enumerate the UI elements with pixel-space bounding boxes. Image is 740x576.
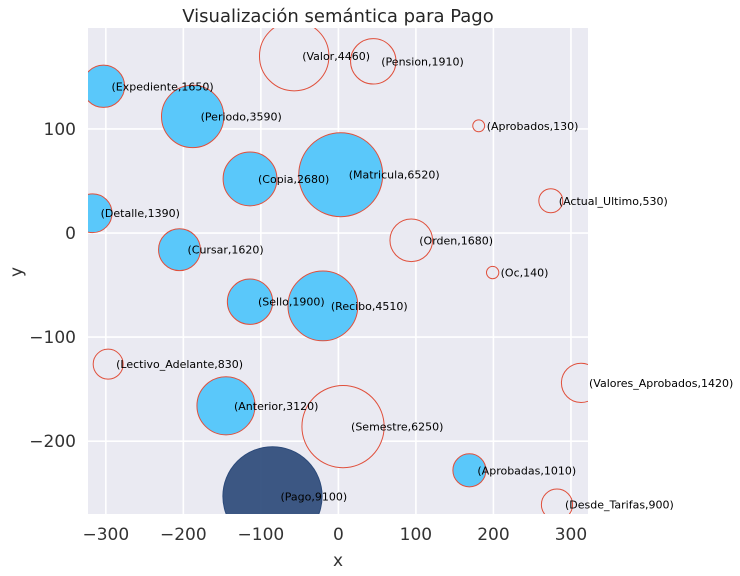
x-tick-label: 300 <box>555 525 587 545</box>
y-tick-label: 100 <box>44 120 76 140</box>
bubble-marker <box>196 376 256 436</box>
bubble-marker <box>158 228 201 272</box>
bubble-marker <box>540 488 574 514</box>
bubble-label: (Orden,1680) <box>419 234 493 247</box>
bubble-label: (Expediente,1650) <box>112 80 214 93</box>
bubble-marker <box>298 132 384 218</box>
plot-area: (Valor,4460) (Pension,1910) (Expediente,16… <box>88 28 733 514</box>
bubble-label: (Detalle,1390) <box>101 207 180 220</box>
bubble-marker <box>452 453 487 488</box>
bubble-label: (Anterior,3120) <box>234 400 318 413</box>
bubble-label: (Recibo,4510) <box>331 300 408 313</box>
chart-title: Visualización semántica para Pago <box>182 6 494 27</box>
bubble-label: (Pension,1910) <box>381 55 464 68</box>
x-tick-label: −100 <box>238 525 285 545</box>
bubble-label: (Aprobados,130) <box>487 120 579 133</box>
bubble-marker <box>88 193 113 234</box>
bubble-label: (Aprobadas,1010) <box>477 464 576 477</box>
bubble-label: (Semestre,6250) <box>351 421 443 434</box>
bubble-label: (Periodo,3590) <box>201 110 282 123</box>
y-tick-label: −200 <box>29 432 76 452</box>
bubble-label: (Oc,140) <box>501 267 549 280</box>
bubble-label: (Cursar,1620) <box>187 244 263 257</box>
x-tick-label: −300 <box>82 525 129 545</box>
bubble-label: (Copia,2680) <box>258 173 329 186</box>
x-tick-label: 0 <box>333 525 344 545</box>
bubble-marker <box>472 119 486 133</box>
x-axis-label: x <box>333 551 343 571</box>
bubble-label: (Sello,1900) <box>258 296 325 309</box>
bubble-marker <box>160 84 225 149</box>
x-tick-label: 100 <box>400 525 432 545</box>
bubble-label: (Lectivo_Adelante,830) <box>116 358 243 371</box>
y-tick-label: 0 <box>65 224 76 244</box>
bubble-marker <box>538 188 564 214</box>
bubble-label: (Pago,9100) <box>280 490 347 503</box>
bubble-label: (Matricula,6520) <box>349 169 440 182</box>
bubble-label: (Desde_Tarifas,900) <box>565 499 674 512</box>
bubble-marker <box>301 384 385 469</box>
y-axis-label: y <box>7 267 27 277</box>
bubble-label: (Valores_Aprobados,1420) <box>589 377 733 390</box>
bubble-marker <box>389 218 434 263</box>
bubble-marker <box>287 270 359 342</box>
bubble-marker <box>226 278 274 325</box>
bubble-marker <box>258 28 330 92</box>
bubble-marker <box>222 446 323 514</box>
bubble-label: (Actual_Ultimo,530) <box>559 195 668 208</box>
bubble-marker <box>88 64 126 108</box>
bubbles <box>88 28 588 514</box>
y-tick-label: −100 <box>29 328 76 348</box>
bubble-label: (Valor,4460) <box>302 50 370 63</box>
x-tick-label: −200 <box>160 525 207 545</box>
bubble-marker <box>222 151 278 207</box>
bubble-marker <box>485 265 500 280</box>
x-tick-label: 200 <box>477 525 509 545</box>
bubble-marker <box>350 38 397 85</box>
bubble-marker <box>560 362 588 403</box>
bubble-marker <box>92 348 124 380</box>
